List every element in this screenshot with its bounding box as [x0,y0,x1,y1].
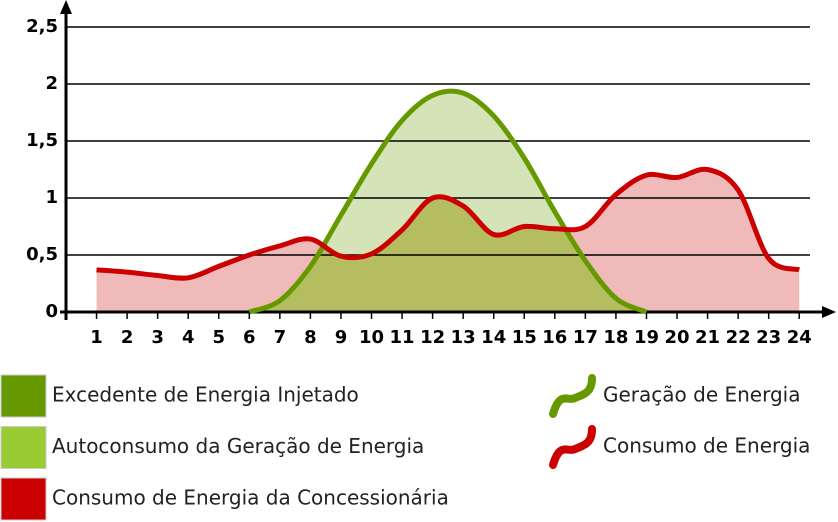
x-tick-label: 15 [512,327,537,348]
x-tick-label: 6 [243,327,256,348]
y-tick-label: 0 [45,301,58,322]
legend-swatch [0,426,47,469]
series-line [248,88,648,315]
x-tick-label: 4 [182,327,195,348]
y-tick-label: 2,5 [26,16,58,37]
x-tick-label: 2 [121,327,134,348]
x-tick-label: 21 [695,327,720,348]
y-tick-label: 1 [45,187,58,208]
x-tick-label: 24 [787,327,812,348]
area-autoconsumo-base [249,91,646,312]
x-tick-label: 5 [212,327,225,348]
legend-label: Autoconsumo da Geração de Energia [52,434,424,458]
x-tick-label: 10 [359,327,384,348]
legend-label: Consumo de Energia da Concessionária [52,486,449,510]
x-axis-arrow [822,306,836,318]
x-tick-label: 8 [304,327,317,348]
series-line [96,166,801,281]
y-tick-label: 0,5 [26,244,58,265]
x-tick-label: 12 [420,327,445,348]
legend-label: Geração de Energia [603,383,800,407]
x-tick-label: 19 [634,327,659,348]
legend-line [549,425,596,469]
x-tick-label: 14 [481,327,506,348]
y-tick-label: 1,5 [26,130,58,151]
y-tick-label: 2 [45,73,58,94]
x-tick-label: 20 [664,327,689,348]
legend-swatch [0,374,47,418]
y-axis-arrow [60,0,72,14]
x-tick-label: 17 [573,327,598,348]
x-tick-label: 18 [603,327,628,348]
x-tick-label: 9 [335,327,348,348]
x-tick-label: 16 [542,327,567,348]
x-tick-label: 13 [451,327,476,348]
x-tick-label: 1 [90,327,103,348]
x-tick-label: 7 [274,327,287,348]
legend-label: Consumo de Energia [603,434,810,458]
x-tick-label: 11 [390,327,415,348]
area-concessionaria [96,169,800,312]
legend-line [549,374,596,418]
x-tick-label: 23 [756,327,781,348]
legend-swatch [0,477,47,521]
x-tick-label: 22 [726,327,751,348]
x-tick-label: 3 [151,327,164,348]
legend-label: Excedente de Energia Injetado [52,383,359,407]
